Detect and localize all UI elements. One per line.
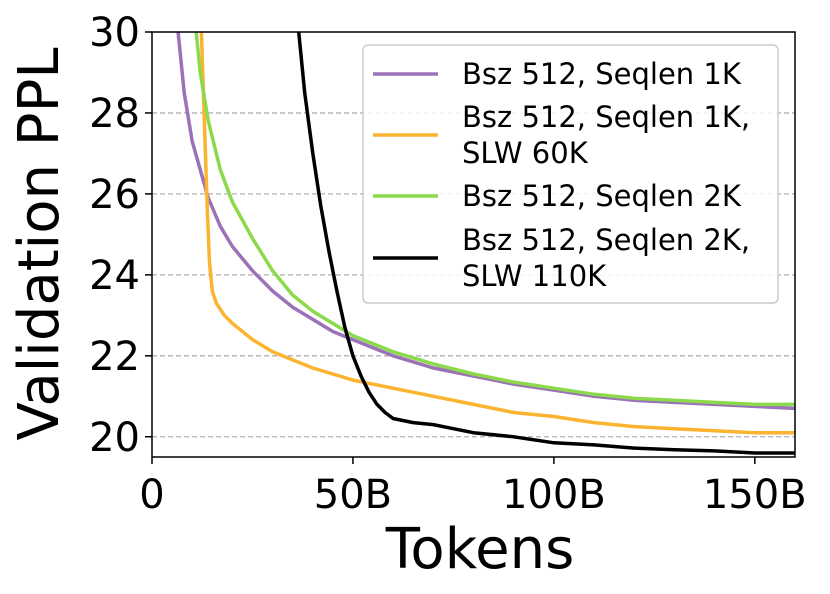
y-tick-label-2: 24 bbox=[89, 253, 140, 299]
y-axis-title: Validation PPL bbox=[7, 47, 72, 440]
series-line-1 bbox=[199, 32, 795, 435]
x-tick-label-0: 0 bbox=[139, 472, 164, 518]
series-layer bbox=[176, 32, 795, 455]
series-line-2 bbox=[194, 32, 795, 407]
y-axis: 20 22 24 26 28 30 bbox=[89, 10, 152, 461]
y-tick-label-1: 22 bbox=[89, 334, 140, 380]
x-tick-label-3: 150B bbox=[703, 472, 807, 518]
x-axis: 0 50B 100B 150B bbox=[139, 457, 807, 518]
y-tick-label-0: 20 bbox=[89, 415, 140, 461]
legend-label-1-1: SLW 60K bbox=[462, 136, 589, 170]
y-tick-label-3: 26 bbox=[89, 172, 140, 218]
legend-box bbox=[362, 44, 779, 304]
legend-label-0-0: Bsz 512, Seqlen 1K bbox=[462, 57, 742, 91]
legend-label-3-0: Bsz 512, Seqlen 2K, bbox=[462, 223, 750, 257]
x-axis-title: Tokens bbox=[385, 517, 575, 582]
legend-label-3-1: SLW 110K bbox=[462, 259, 607, 293]
legend-label-2-0: Bsz 512, Seqlen 2K bbox=[462, 179, 742, 213]
plot-frame bbox=[151, 31, 796, 458]
series-line-3 bbox=[296, 32, 795, 455]
x-tick-label-1: 50B bbox=[314, 472, 392, 518]
legend-label-1-0: Bsz 512, Seqlen 1K, bbox=[462, 100, 750, 134]
y-tick-label-4: 28 bbox=[89, 91, 140, 137]
x-tick-label-2: 100B bbox=[502, 472, 606, 518]
y-tick-label-5: 30 bbox=[89, 10, 140, 56]
